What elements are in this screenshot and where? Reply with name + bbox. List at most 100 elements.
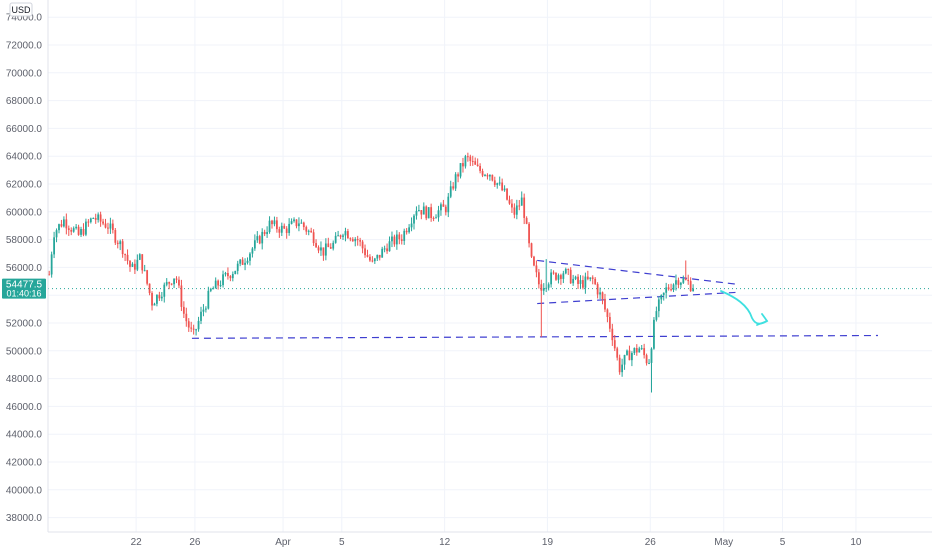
candle bbox=[594, 277, 597, 286]
candle bbox=[236, 260, 239, 275]
candle bbox=[107, 222, 109, 234]
candle bbox=[388, 236, 391, 252]
price-axis[interactable]: 38000.0 40000.0 42000.0 44000.0 46000.0 48000… bbox=[6, 0, 49, 532]
candle bbox=[231, 271, 234, 282]
candle bbox=[400, 234, 403, 245]
candle bbox=[153, 302, 156, 306]
candle bbox=[342, 233, 344, 241]
candle bbox=[589, 277, 592, 282]
candle bbox=[540, 279, 543, 337]
candle bbox=[413, 214, 415, 230]
trendline[interactable] bbox=[537, 291, 736, 305]
candle bbox=[489, 174, 491, 181]
candle bbox=[271, 219, 273, 229]
candle bbox=[320, 241, 322, 256]
y-tick-label: 40000.0 bbox=[6, 485, 43, 496]
candle bbox=[334, 232, 337, 244]
candle bbox=[168, 281, 171, 290]
x-tick-label: 5 bbox=[780, 537, 786, 548]
candle bbox=[376, 254, 379, 262]
candle bbox=[136, 254, 139, 272]
currency-label: USD bbox=[11, 5, 31, 15]
candle bbox=[263, 229, 266, 237]
candle bbox=[410, 217, 413, 232]
candle bbox=[170, 283, 173, 286]
candle bbox=[657, 296, 660, 318]
candle bbox=[50, 251, 53, 278]
candle bbox=[165, 278, 168, 287]
candle bbox=[197, 316, 200, 332]
y-tick-label: 52000.0 bbox=[6, 319, 43, 330]
candle bbox=[635, 344, 638, 356]
candle bbox=[80, 226, 82, 238]
candle bbox=[464, 154, 467, 169]
trendline[interactable] bbox=[191, 334, 878, 339]
candle bbox=[349, 237, 352, 242]
candle bbox=[506, 188, 508, 201]
y-tick-label: 56000.0 bbox=[6, 263, 43, 274]
candle bbox=[586, 270, 589, 281]
candle bbox=[537, 268, 540, 289]
candle bbox=[555, 272, 557, 281]
candle bbox=[579, 275, 582, 289]
candle bbox=[369, 254, 371, 262]
candle bbox=[109, 217, 112, 234]
y-tick-label: 62000.0 bbox=[6, 180, 43, 191]
candle bbox=[317, 245, 320, 254]
candle bbox=[496, 182, 499, 189]
candle bbox=[102, 218, 104, 226]
trendline[interactable] bbox=[537, 259, 736, 285]
candle bbox=[256, 231, 259, 243]
candle bbox=[567, 268, 570, 275]
candle bbox=[545, 259, 548, 293]
candle bbox=[422, 202, 425, 215]
candle bbox=[124, 253, 126, 262]
currency-badge[interactable]: USD bbox=[9, 2, 33, 17]
candle bbox=[486, 173, 489, 180]
candle bbox=[285, 226, 288, 239]
candle bbox=[143, 264, 146, 272]
candle bbox=[381, 246, 384, 258]
candle bbox=[224, 271, 227, 277]
candle bbox=[258, 234, 261, 245]
candle bbox=[332, 240, 335, 251]
candle bbox=[682, 275, 685, 285]
candle bbox=[437, 205, 440, 222]
y-tick-label: 70000.0 bbox=[6, 68, 43, 79]
drawn-arrow[interactable] bbox=[720, 290, 768, 325]
candle bbox=[508, 195, 511, 205]
y-tick-label: 60000.0 bbox=[6, 207, 43, 218]
candle bbox=[104, 218, 107, 229]
candle bbox=[298, 217, 300, 232]
time-axis[interactable]: 22 26 Apr 5 12 19 26 May 5 10 bbox=[48, 531, 932, 548]
candle bbox=[552, 270, 555, 275]
candle bbox=[356, 235, 359, 246]
candle bbox=[564, 267, 567, 275]
candle bbox=[158, 291, 161, 301]
candle bbox=[378, 254, 381, 261]
candle bbox=[655, 306, 658, 322]
candle bbox=[371, 256, 374, 263]
y-tick-label: 66000.0 bbox=[6, 124, 43, 135]
candle bbox=[173, 278, 175, 288]
candle bbox=[364, 244, 366, 258]
candle bbox=[525, 216, 528, 225]
candle bbox=[687, 274, 690, 285]
x-tick-label: 26 bbox=[189, 537, 201, 548]
candle bbox=[346, 228, 349, 239]
candle bbox=[454, 172, 457, 191]
candle bbox=[195, 328, 197, 336]
candle bbox=[241, 257, 244, 266]
candle bbox=[239, 258, 242, 267]
candle bbox=[547, 282, 550, 291]
candle bbox=[513, 203, 516, 219]
candle bbox=[457, 172, 459, 183]
candle bbox=[160, 291, 163, 302]
candle bbox=[295, 219, 298, 229]
candle bbox=[653, 317, 655, 350]
last-price-label: 54477.5 bbox=[6, 280, 43, 291]
candle bbox=[408, 224, 411, 234]
candle bbox=[476, 158, 479, 167]
annotation-layer bbox=[720, 290, 769, 326]
